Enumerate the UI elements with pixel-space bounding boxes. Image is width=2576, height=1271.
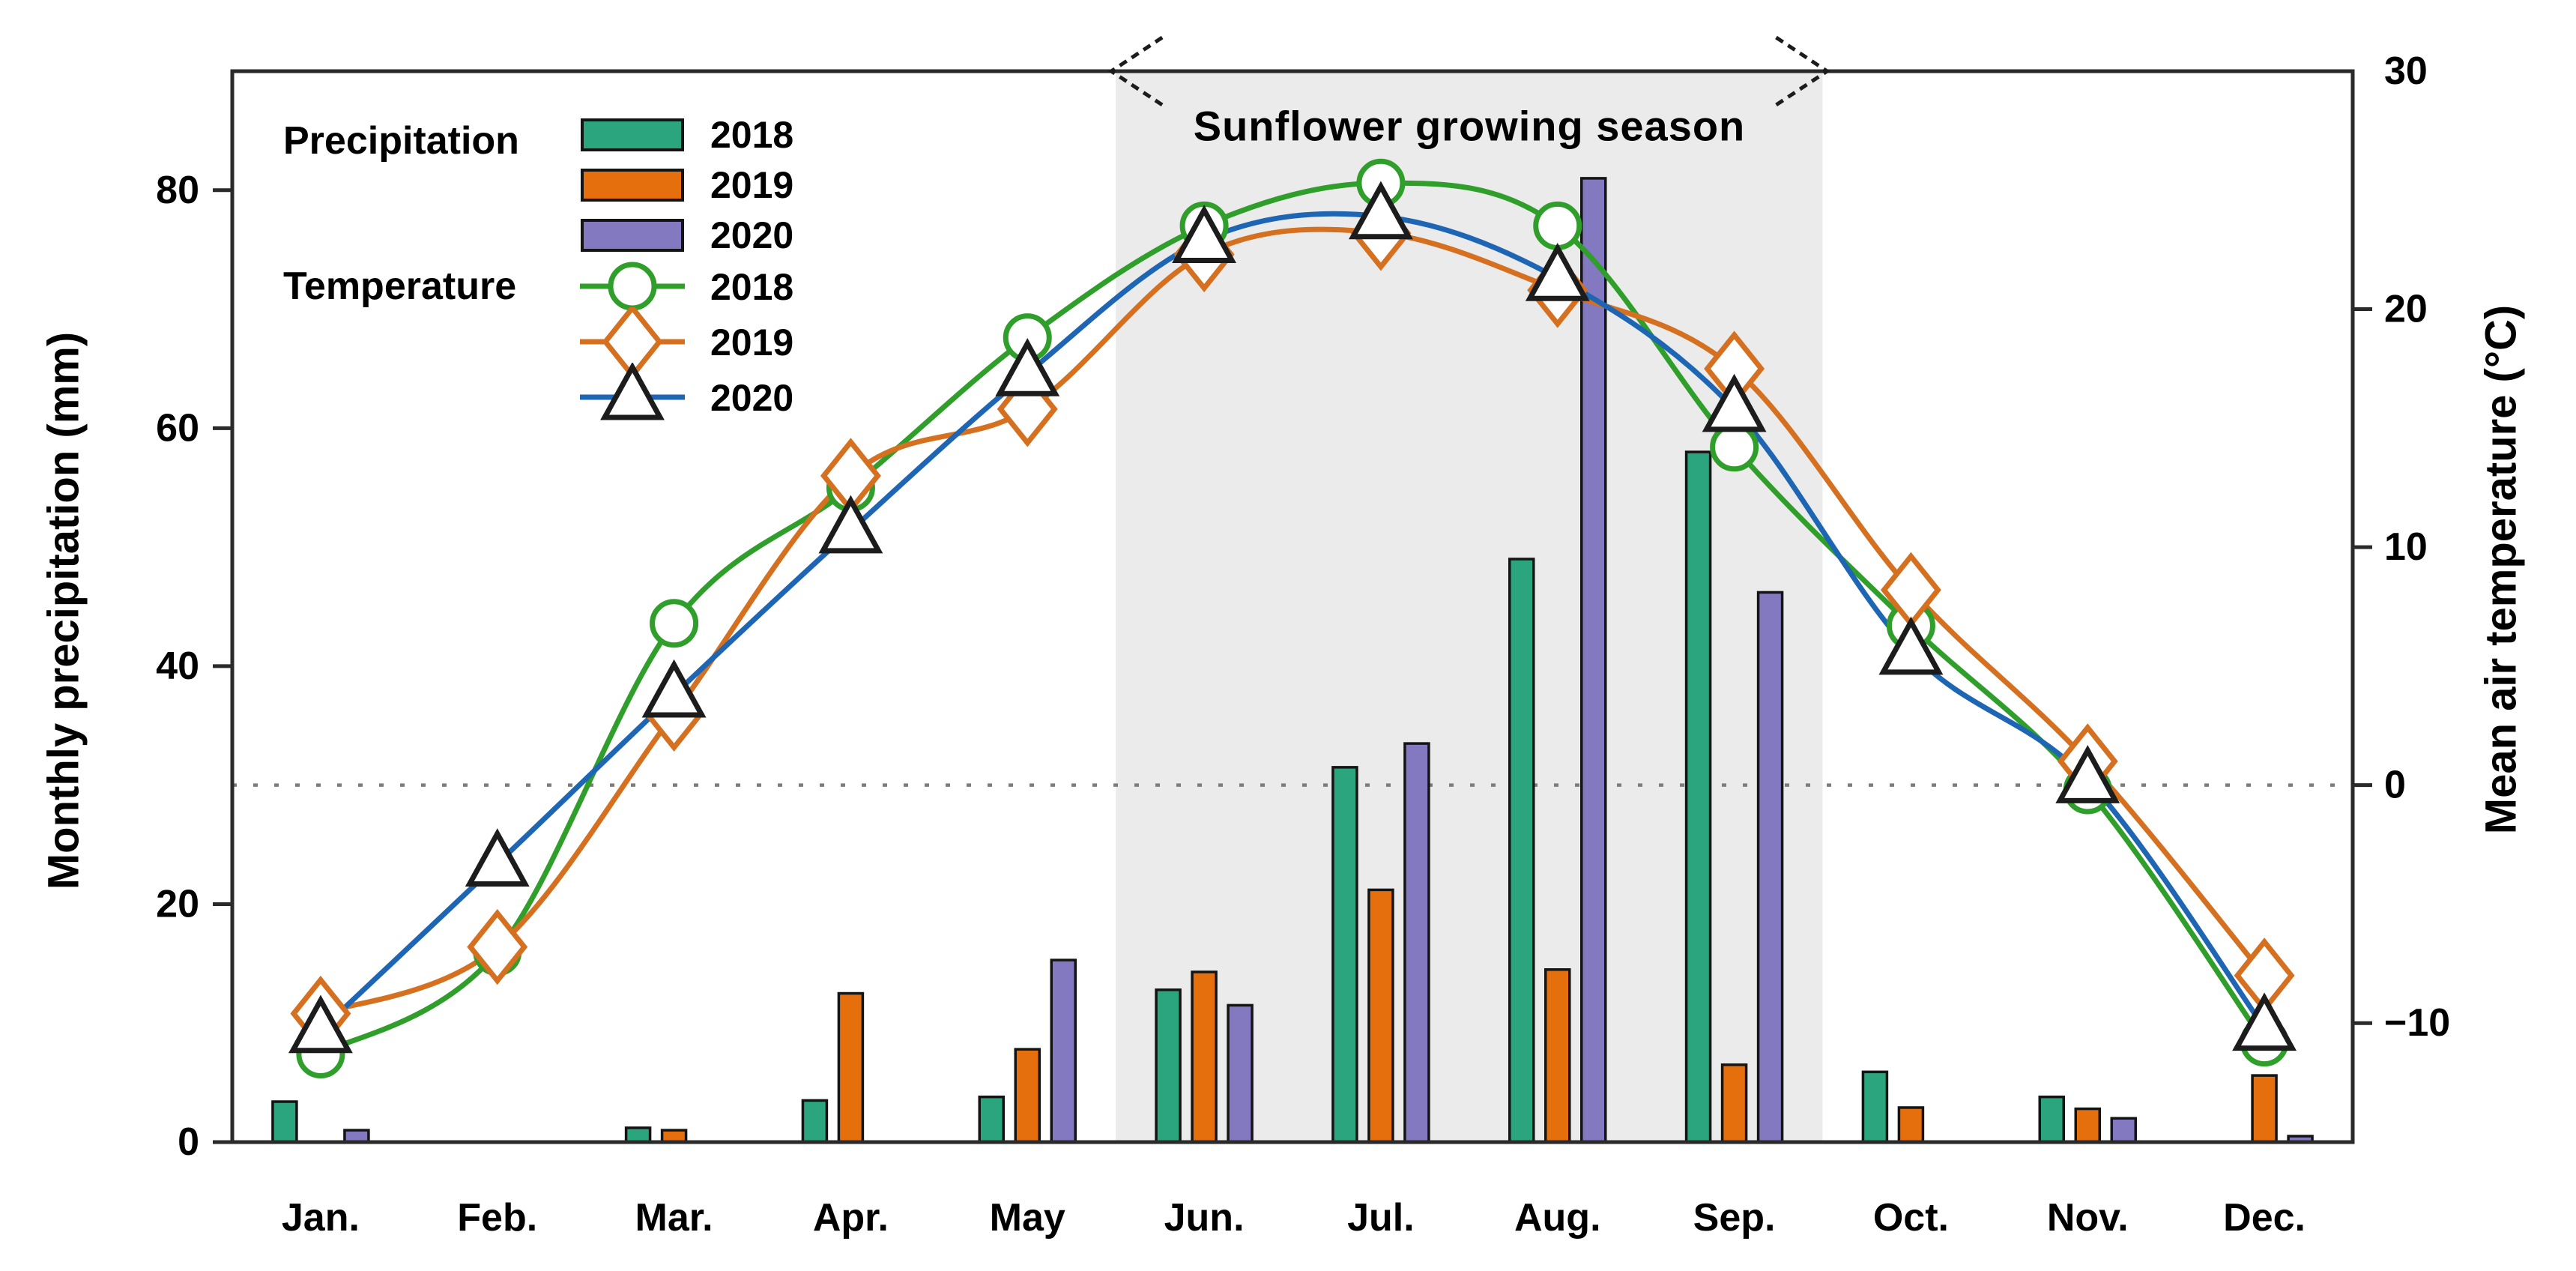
x-tick-label-Jul: Jul. — [1347, 1196, 1415, 1240]
precip-bar-2018-Jul. — [1331, 766, 1358, 1144]
legend-swatch-precip-2018 — [581, 118, 684, 151]
temp-marker-2020-Feb. — [465, 828, 530, 887]
left-axis-tick-label: 20 — [156, 882, 199, 926]
legend-symbol-temp-2020-triangle-icon — [580, 363, 685, 420]
temp-marker-2020-Dec. — [2232, 992, 2297, 1051]
precip-bar-2020-Jul. — [1403, 742, 1430, 1144]
right-axis-tick-label: 20 — [2384, 288, 2428, 331]
legend-marker-2020-icon — [600, 363, 665, 420]
right-axis-tick-label: 10 — [2384, 525, 2428, 569]
right-axis-title: Mean air temperature (°C) — [2476, 304, 2526, 835]
left-axis-title: Monthly precipitation (mm) — [39, 331, 88, 890]
precip-bar-2019-Oct. — [1897, 1106, 1925, 1144]
precip-bar-2018-Aug. — [1508, 558, 1535, 1144]
temp-marker-2018-Mar. — [650, 599, 699, 648]
precip-bar-2020-Jun. — [1227, 1003, 1254, 1144]
temp-marker-2020-Apr. — [818, 495, 883, 554]
x-tick-label-May: May — [990, 1196, 1065, 1240]
temp-marker-2020-Jan. — [288, 994, 353, 1054]
temp-marker-2020-Nov. — [2055, 745, 2120, 803]
legend-year-temp-2019: 2019 — [710, 321, 794, 363]
temp-line-2020 — [318, 211, 2267, 1033]
legend-year-precip-2020: 2020 — [710, 214, 794, 256]
temp-marker-2018-Sep. — [1710, 423, 1759, 472]
legend-year-temp-2020: 2020 — [710, 377, 794, 419]
legend: Precipitation Temperature 2018 2019 2020… — [277, 105, 847, 457]
precip-bar-2019-Jul. — [1367, 888, 1394, 1144]
legend-temperature-label: Temperature — [283, 265, 517, 308]
temp-marker-2020-Sep. — [1702, 373, 1767, 432]
x-tick-label-Jun: Jun. — [1164, 1196, 1245, 1240]
legend-year-temp-2018: 2018 — [710, 266, 794, 308]
temp-marker-2020-Jul. — [1348, 181, 1413, 240]
x-tick-label-Jan: Jan. — [282, 1196, 360, 1240]
precip-bar-2018-Sep. — [1684, 450, 1712, 1144]
x-tick-label-Aug: Aug. — [1514, 1196, 1601, 1240]
precip-bar-2018-Jan. — [271, 1100, 298, 1144]
temp-line-2018 — [319, 180, 2267, 1057]
legend-year-precip-2019: 2019 — [710, 164, 794, 206]
precip-bar-2019-Jun. — [1191, 970, 1218, 1144]
precip-bar-2018-Mar. — [624, 1126, 652, 1144]
plot-frame — [230, 69, 2355, 1144]
temp-marker-2019-Feb. — [467, 908, 528, 985]
legend-precipitation-label: Precipitation — [283, 119, 519, 163]
precip-bar-2020-Sep. — [1756, 591, 1784, 1144]
x-tick-label-Mar: Mar. — [635, 1196, 713, 1240]
left-axis-tick-label: 80 — [156, 169, 199, 212]
legend-year-precip-2018: 2018 — [710, 114, 794, 156]
precip-bar-2019-Aug. — [1544, 968, 1571, 1144]
precip-bar-2020-May — [1050, 958, 1077, 1144]
x-tick-label-Apr: Apr. — [813, 1196, 889, 1240]
season-band-title: Sunflower growing season — [1193, 102, 1746, 150]
precip-bar-2019-Apr. — [837, 991, 865, 1144]
temp-marker-2020-Oct. — [1878, 616, 1944, 675]
precip-bar-2019-Nov. — [2074, 1107, 2101, 1144]
right-axis-tick-label: 0 — [2384, 764, 2406, 807]
right-axis-tick-label: 30 — [2384, 49, 2428, 93]
x-tick-label-Dec: Dec. — [2223, 1196, 2306, 1240]
temp-marker-2020-Aug. — [1525, 243, 1590, 301]
right-axis-tick-label: −10 — [2384, 1001, 2450, 1045]
left-axis-tick-label: 60 — [156, 406, 199, 450]
x-tick-label-Nov: Nov. — [2047, 1196, 2129, 1240]
temp-marker-2018-Aug. — [1533, 201, 1582, 250]
precip-bar-2019-Sep. — [1720, 1063, 1748, 1144]
x-tick-label-Feb: Feb. — [457, 1196, 537, 1240]
season-bracket-right-arrow-icon — [1775, 35, 1831, 107]
precip-bar-2018-May — [978, 1095, 1005, 1144]
precip-bar-2019-May — [1014, 1048, 1041, 1144]
legend-swatch-precip-2020 — [581, 219, 684, 252]
precip-bar-2018-Oct. — [1861, 1070, 1889, 1144]
temp-marker-2020-Mar. — [641, 659, 707, 718]
precip-bar-2019-Dec. — [2251, 1074, 2278, 1144]
x-tick-label-Sep: Sep. — [1693, 1196, 1776, 1240]
precip-bar-2018-Nov. — [2038, 1095, 2065, 1144]
legend-symbol-temp-2018-circle-icon — [580, 262, 685, 311]
season-bracket-left-arrow-icon — [1107, 35, 1164, 107]
temp-line-2019 — [319, 226, 2267, 1016]
temp-marker-2020-May — [995, 338, 1060, 396]
x-tick-label-Oct: Oct. — [1873, 1196, 1949, 1240]
left-axis-tick-label: 40 — [156, 644, 199, 688]
precip-bar-2020-Aug. — [1580, 177, 1607, 1144]
legend-swatch-precip-2019 — [581, 169, 684, 202]
left-axis-tick-label: 0 — [178, 1120, 199, 1164]
precip-bar-2018-Jun. — [1155, 988, 1182, 1144]
precip-bar-2018-Apr. — [801, 1099, 829, 1144]
legend-marker-2018-icon — [608, 262, 657, 311]
precip-bar-2020-Nov. — [2110, 1117, 2137, 1144]
temp-marker-2020-Jun. — [1172, 205, 1237, 263]
